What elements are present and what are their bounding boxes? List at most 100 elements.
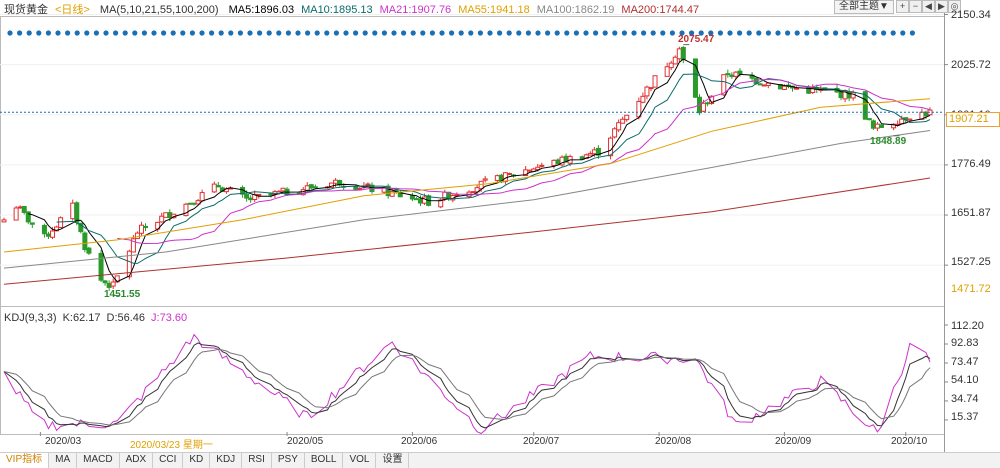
period-label[interactable]: <日线>: [55, 4, 90, 16]
theme-dropdown[interactable]: 全部主题▼: [834, 0, 894, 14]
kdj-axis-tick: 15.37: [951, 411, 979, 423]
candle-body: [616, 122, 622, 131]
kdj-axis-tick: 34.74: [951, 393, 979, 405]
ma10-line: [56, 73, 931, 264]
ma5-line: [28, 58, 931, 283]
candle-body: [130, 238, 136, 253]
event-dot: [324, 30, 330, 36]
chart-control-2[interactable]: ◀: [922, 0, 935, 13]
ma100-line: [3, 130, 931, 269]
event-dot: [794, 30, 800, 36]
event-dot: [36, 30, 42, 36]
event-dot: [122, 30, 128, 36]
candle-body: [78, 222, 84, 233]
ma-value-5: MA200:1744.47: [621, 4, 700, 16]
event-dot: [170, 30, 176, 36]
candle-body: [199, 192, 205, 202]
event-dot: [564, 30, 570, 36]
candle-body: [612, 128, 618, 138]
event-dot: [305, 30, 311, 36]
candle-body: [705, 102, 711, 105]
event-dot: [161, 30, 167, 36]
chart-control-0[interactable]: +: [896, 0, 909, 13]
event-dot: [439, 30, 445, 36]
tab-5[interactable]: KD: [183, 453, 211, 468]
chart-control-4[interactable]: ◎: [948, 0, 961, 13]
event-dot: [429, 30, 435, 36]
tab-4[interactable]: CCI: [153, 453, 184, 468]
x-axis-label: 2020/10: [891, 436, 928, 447]
event-dot: [823, 30, 829, 36]
event-dot: [631, 30, 637, 36]
event-dot: [17, 30, 23, 36]
candle-body: [874, 123, 880, 129]
event-dot: [55, 30, 61, 36]
event-dot: [679, 30, 685, 36]
ma55-line: [3, 98, 931, 253]
tab-7[interactable]: RSI: [242, 453, 272, 468]
event-dot: [103, 30, 109, 36]
candle-body: [365, 183, 371, 186]
tab-0[interactable]: VIP指标: [0, 453, 50, 468]
tab-10[interactable]: VOL: [343, 453, 377, 468]
candle-body: [692, 58, 698, 98]
candle-body: [333, 179, 339, 184]
tab-9[interactable]: BOLL: [305, 453, 344, 468]
candle-body: [70, 202, 76, 220]
event-dot: [612, 30, 618, 36]
candle-body: [620, 118, 626, 124]
kdj-axis-tick: 54.10: [951, 374, 979, 386]
tab-11[interactable]: 设置: [376, 453, 410, 468]
chart-control-3[interactable]: ▶: [935, 0, 948, 13]
event-dot: [362, 30, 368, 36]
x-axis-label: 2020/08: [655, 436, 692, 447]
ma-params[interactable]: MA(5,10,21,55,100,200): [99, 4, 219, 16]
candle-body: [862, 91, 868, 120]
candle-body: [866, 118, 872, 121]
chart-control-1[interactable]: −: [909, 0, 922, 13]
kdj-pane-frame: [0, 306, 945, 435]
candle-body: [167, 212, 173, 219]
candle-body: [1, 219, 7, 223]
candle-body: [733, 71, 739, 77]
tab-1[interactable]: MA: [49, 453, 78, 468]
candle-body: [110, 281, 116, 287]
candle-body: [308, 184, 314, 189]
x-axis-label: 2020/05: [287, 436, 324, 447]
event-dot: [458, 30, 464, 36]
candle-body: [652, 75, 658, 88]
event-dot: [746, 30, 752, 36]
candle-body: [244, 193, 250, 199]
candle-body: [17, 206, 23, 209]
event-dot: [65, 30, 71, 36]
event-dot: [487, 30, 493, 36]
tab-2[interactable]: MACD: [77, 453, 120, 468]
candle-body: [648, 87, 654, 90]
candle-body: [248, 197, 254, 201]
event-dot: [84, 30, 90, 36]
tab-3[interactable]: ADX: [120, 453, 154, 468]
event-dot: [410, 30, 416, 36]
event-dot: [295, 30, 301, 36]
event-dot: [218, 30, 224, 36]
candle-body: [539, 164, 545, 167]
event-dot: [881, 30, 887, 36]
event-dot: [285, 30, 291, 36]
candle-body: [385, 185, 391, 197]
event-dot: [333, 30, 339, 36]
ma21-line: [117, 78, 931, 245]
candle-body: [195, 200, 201, 205]
candle-body: [591, 149, 597, 155]
candle-body: [721, 74, 727, 96]
candle-body: [159, 215, 165, 223]
tab-6[interactable]: KDJ: [210, 453, 243, 468]
candle-body: [555, 159, 561, 165]
tab-8[interactable]: PSY: [272, 453, 305, 468]
event-dot: [641, 30, 647, 36]
candle-body: [143, 225, 149, 229]
candle-body: [551, 159, 557, 166]
candle-body: [535, 166, 541, 171]
event-dot: [93, 30, 99, 36]
candle-body: [676, 48, 682, 60]
